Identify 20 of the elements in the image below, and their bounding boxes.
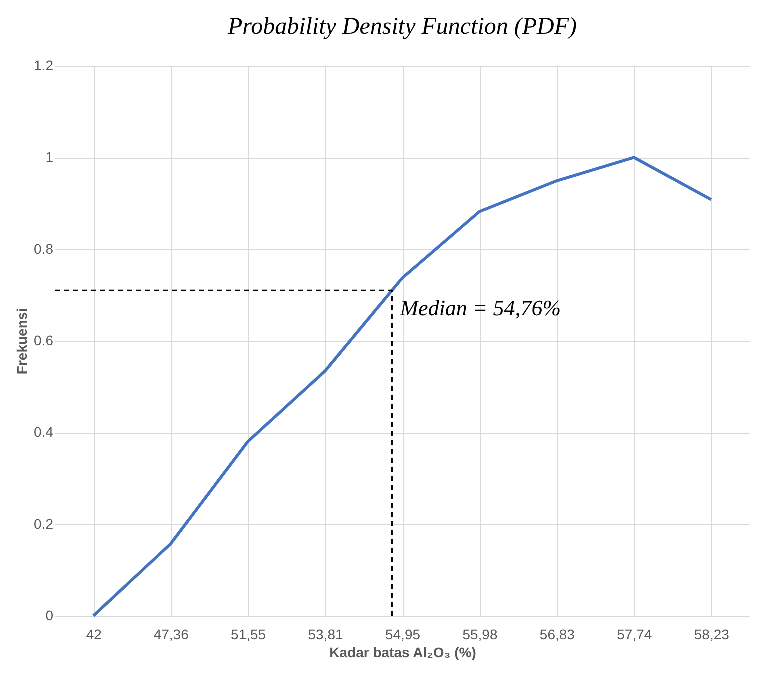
x-tick-label: 51,55: [231, 626, 266, 642]
x-tick-label: 42: [86, 626, 102, 642]
x-tick-label: 58,23: [694, 626, 730, 642]
x-tick-label: 55,98: [462, 626, 498, 642]
y-tick-label: 0.2: [34, 516, 54, 532]
y-tick-label: 1.2: [34, 58, 54, 74]
x-tick-label: 53,81: [308, 626, 344, 642]
x-tick-label: 57,74: [617, 626, 652, 642]
chart-title: Probability Density Function (PDF): [226, 14, 578, 40]
x-tick-label: 56,83: [540, 626, 576, 642]
annotation: Median = 54,76%: [399, 296, 562, 321]
y-tick-label: 0: [46, 608, 54, 624]
x-tick-label: 47,36: [154, 626, 190, 642]
y-tick-label: 0.6: [34, 332, 54, 348]
x-axis-title: Kadar batas Al₂O₃ (%): [330, 644, 476, 660]
y-axis-title: Frekuensi: [14, 308, 30, 375]
y-tick-label: 1: [46, 149, 54, 166]
y-tick-label: 0.4: [34, 424, 54, 440]
x-tick-label: 54,95: [385, 626, 421, 642]
y-tick-label: 0.8: [34, 240, 54, 257]
